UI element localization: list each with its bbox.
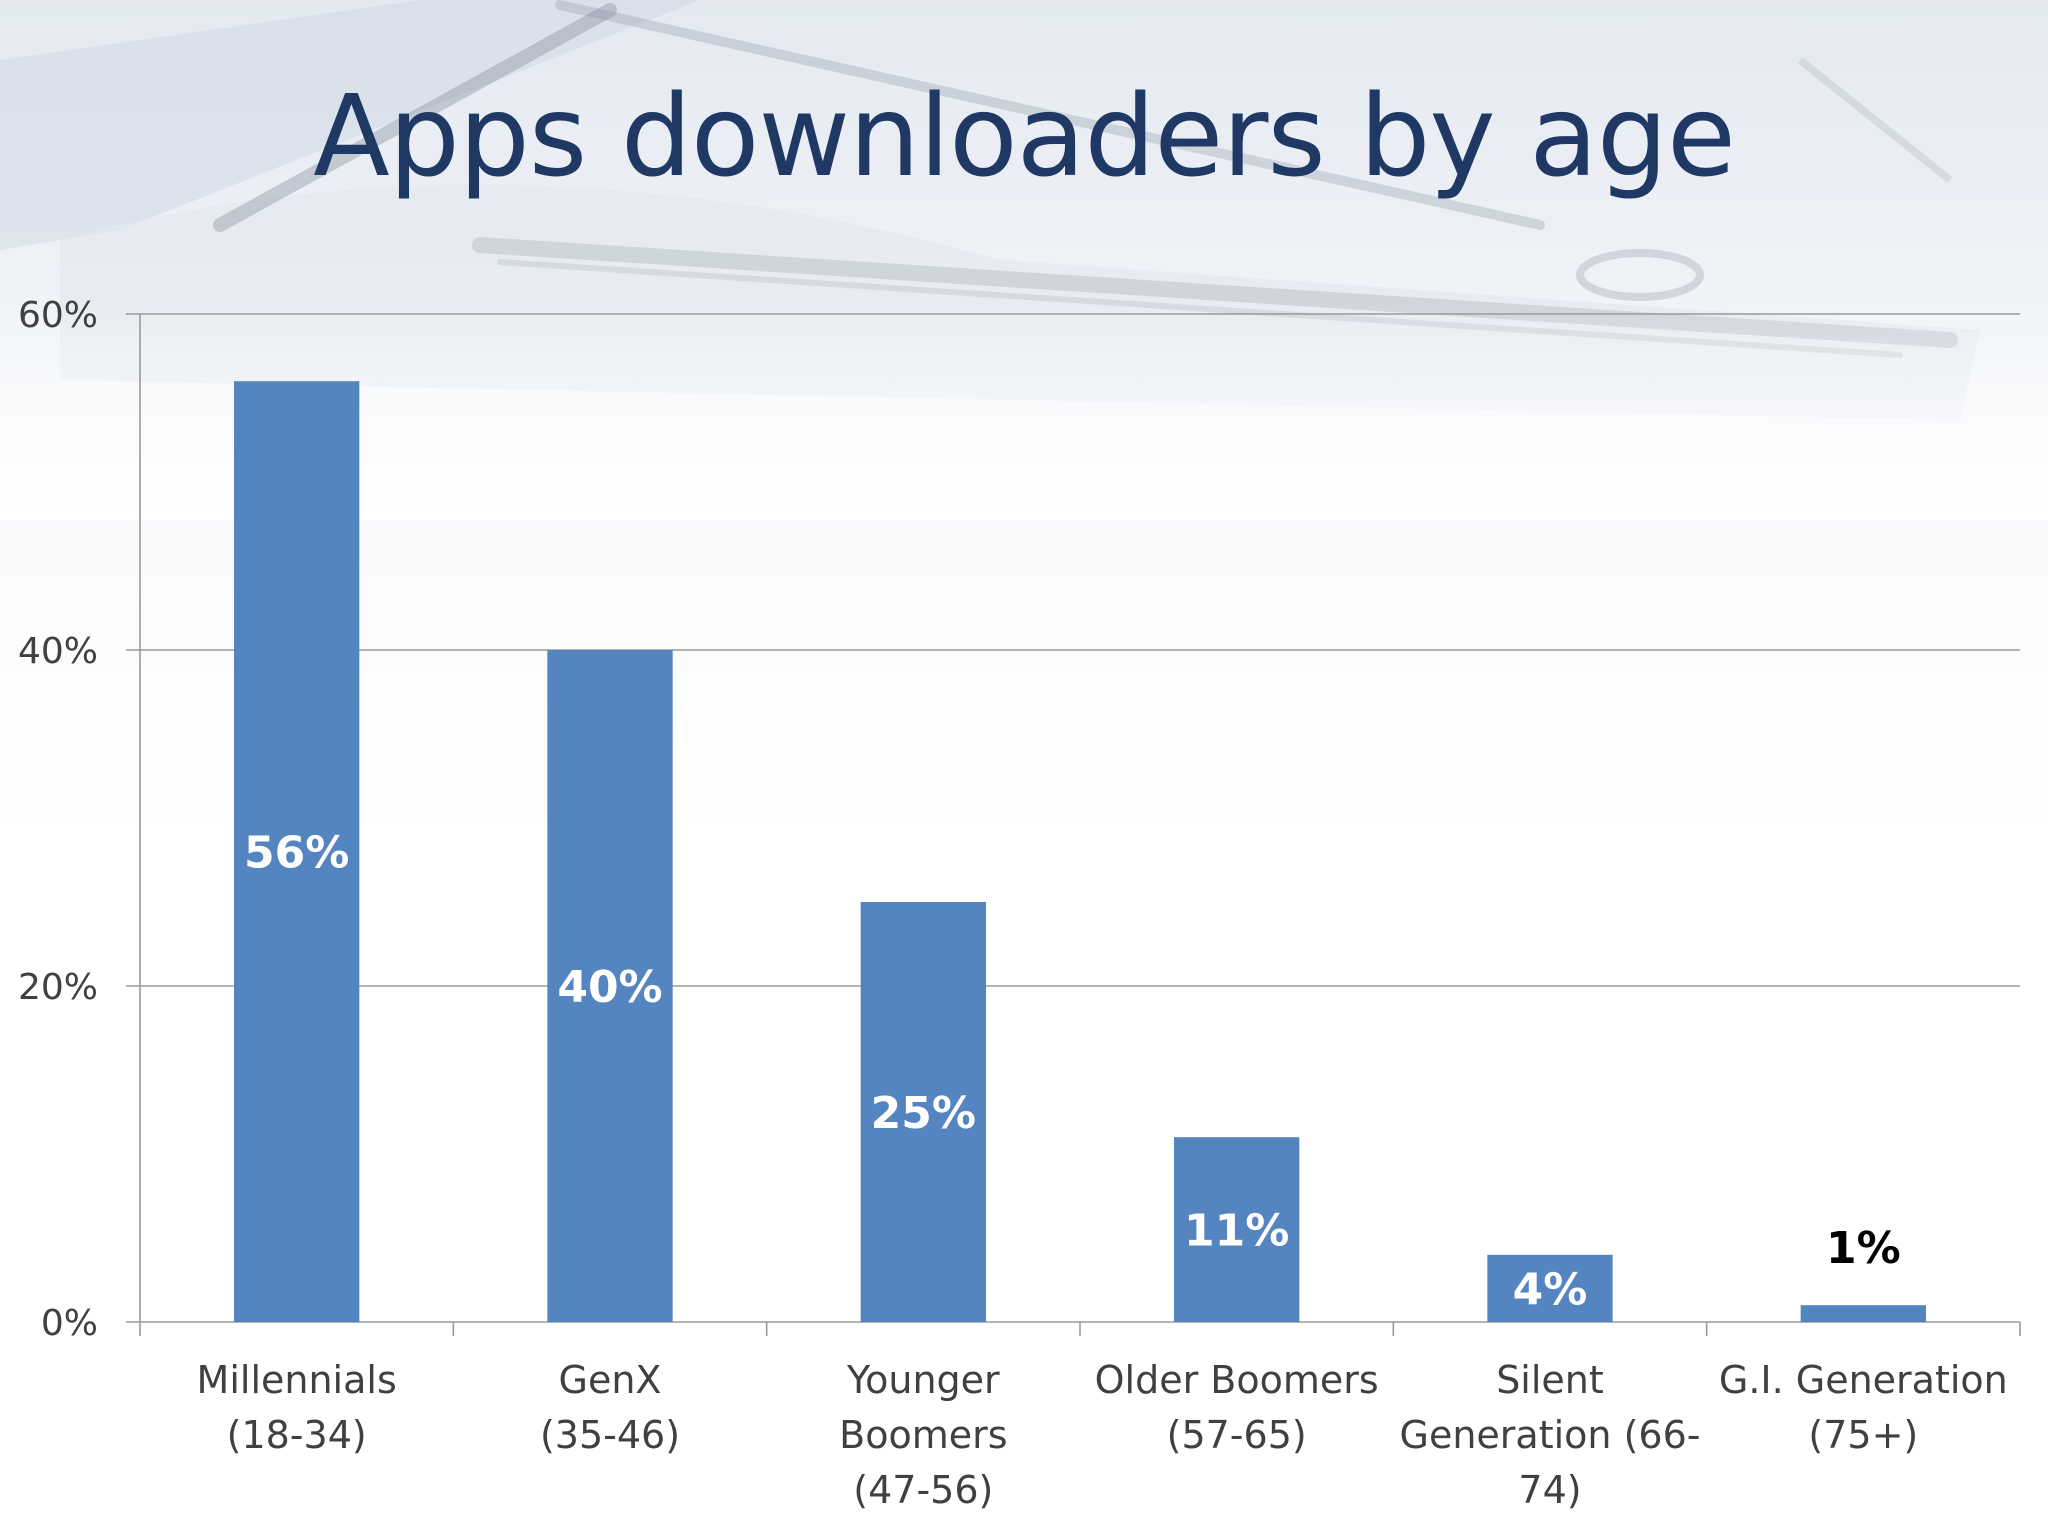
data-label: 1%: [1826, 1223, 1901, 1274]
x-category-label: Younger: [846, 1358, 1000, 1402]
slide-title: Apps downloaders by age: [313, 72, 1736, 202]
x-category-label: Millennials: [197, 1358, 397, 1402]
bar: [1800, 1305, 1926, 1322]
data-label: 25%: [871, 1088, 976, 1139]
x-category-label: (47-56): [853, 1468, 993, 1512]
data-label: 56%: [244, 828, 349, 879]
data-labels: 56% 40% 25% 11% 4% 1%: [244, 828, 1901, 1316]
bar: [1487, 1254, 1613, 1322]
x-category-label: (75+): [1808, 1413, 1918, 1457]
x-category-label: (35-46): [540, 1413, 680, 1457]
x-category-label: Boomers: [839, 1413, 1007, 1457]
data-label: 11%: [1184, 1206, 1289, 1257]
x-category-label: GenX: [559, 1358, 662, 1402]
data-label: 40%: [557, 962, 662, 1013]
category-labels: Millennials (18-34) GenX (35-46) Younger Boom…: [197, 1358, 2008, 1512]
x-category-label: Older Boomers: [1095, 1358, 1379, 1402]
gridlines: [126, 313, 2020, 1323]
y-tick-label: 20%: [18, 967, 98, 1008]
x-category-label: 74): [1518, 1468, 1581, 1512]
x-category-label: Generation (66-: [1400, 1413, 1701, 1457]
bar: [234, 381, 360, 1322]
bar: [1174, 1137, 1300, 1322]
x-category-label: (57-65): [1167, 1413, 1307, 1457]
bar: [547, 650, 673, 1322]
axes: 0% 20% 40% 60%: [18, 295, 2021, 1344]
y-tick-label: 60%: [18, 295, 98, 336]
x-category-label: Silent: [1496, 1358, 1604, 1402]
data-label: 4%: [1513, 1264, 1588, 1315]
x-category-label: G.I. Generation: [1719, 1358, 2008, 1402]
bars: [234, 381, 1926, 1322]
y-tick-label: 0%: [41, 1303, 98, 1344]
x-category-label: (18-34): [227, 1413, 367, 1457]
y-tick-label: 40%: [18, 631, 98, 672]
bar: [860, 902, 986, 1322]
